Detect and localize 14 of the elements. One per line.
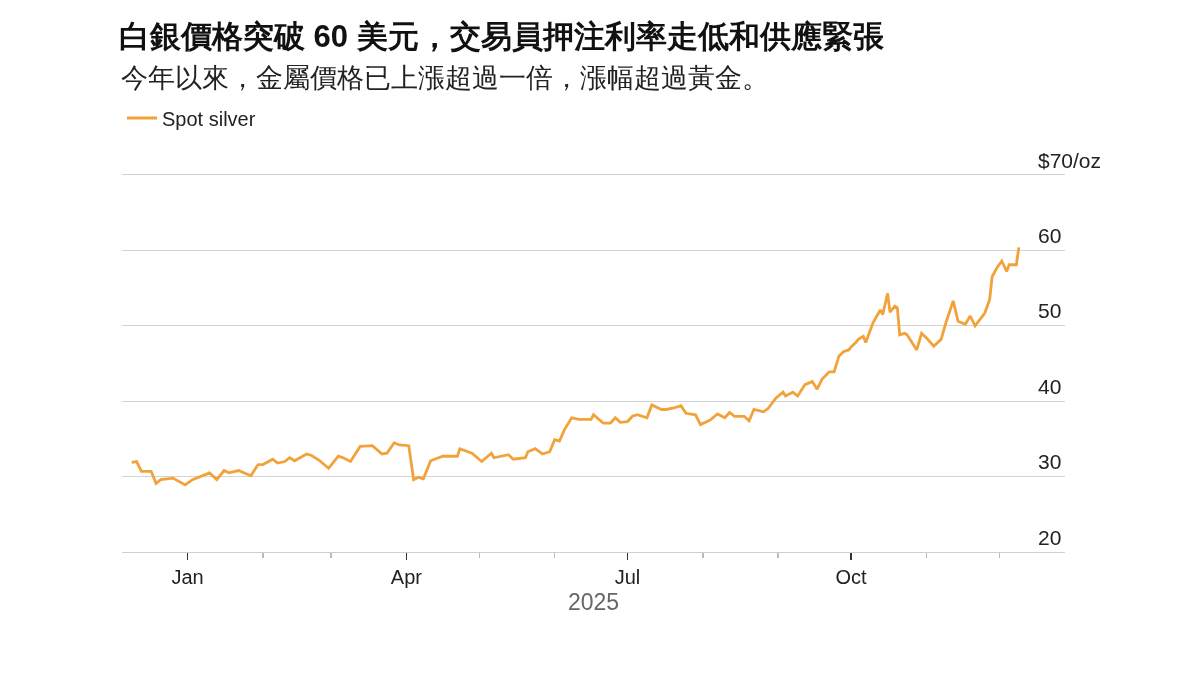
- x-tick-label: Apr: [390, 566, 423, 589]
- y-tick-label: 60: [1038, 224, 1062, 248]
- chart-subtitle: 今年以來，金屬價格已上漲超過一倍，漲幅超過黃金。: [121, 63, 769, 93]
- x-tick-label: Jan: [171, 566, 204, 589]
- legend-label: Spot silver: [162, 107, 256, 130]
- chart-title: 白銀價格突破 60 美元，交易員押注利率走低和供應緊張: [118, 18, 884, 54]
- y-tick-label: 30: [1038, 450, 1062, 474]
- y-tick-label: 50: [1038, 299, 1062, 323]
- y-tick-label: 20: [1038, 525, 1062, 549]
- x-tick-label: Jul: [614, 566, 641, 589]
- y-tick-label: $70/oz: [1038, 148, 1102, 172]
- y-tick-label: 40: [1038, 374, 1062, 398]
- x-tick-label: Oct: [835, 566, 868, 589]
- x-axis-title: 2025: [567, 588, 620, 615]
